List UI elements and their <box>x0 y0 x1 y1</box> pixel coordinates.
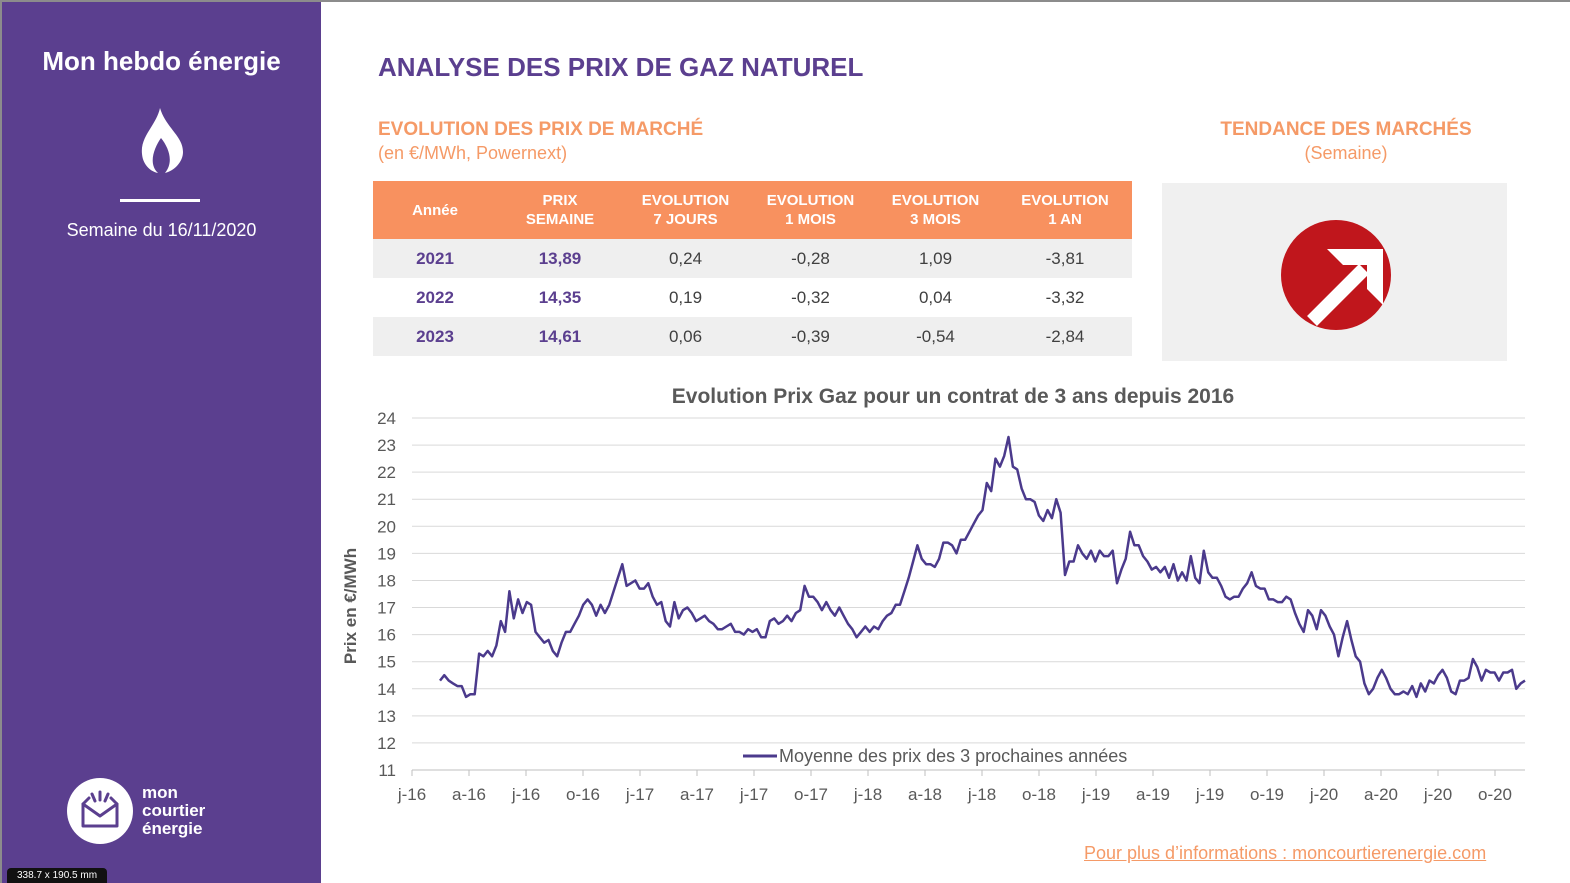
week-label: Semaine du 16/11/2020 <box>66 220 257 240</box>
table-row: 2021 13,89 0,24 -0,28 1,09 -3,81 <box>373 239 1132 278</box>
more-info-link[interactable]: Pour plus d’informations : moncourtieren… <box>1084 843 1487 863</box>
cell-1month: -0,28 <box>748 239 873 278</box>
col-header-3months: EVOLUTION 3 MOIS <box>873 181 998 239</box>
trend-subtitle: (Semaine) <box>1304 143 1388 163</box>
legend-label: Moyenne des prix des 3 prochaines années <box>779 746 1127 766</box>
table-row: 2023 14,61 0,06 -0,39 -0,54 -2,84 <box>373 317 1132 356</box>
brand-logo-icon <box>67 778 133 844</box>
col-header-year: Année <box>373 181 497 239</box>
up-right-arrow-icon <box>1281 220 1391 330</box>
x-tick-label: j-16 <box>397 785 426 804</box>
x-tick-label: j-17 <box>625 785 654 804</box>
cell-1month: -0,39 <box>748 317 873 356</box>
y-tick-label: 13 <box>377 707 396 726</box>
y-tick-label: 21 <box>377 490 396 509</box>
col-header-7days: EVOLUTION 7 JOURS <box>623 181 748 239</box>
evolution-title: EVOLUTION DES PRIX DE MARCHÉ <box>378 119 704 140</box>
y-tick-label: 17 <box>377 599 396 618</box>
x-tick-label: a-17 <box>680 785 714 804</box>
cell-7days: 0,24 <box>623 239 748 278</box>
x-tick-label: j-18 <box>967 785 996 804</box>
logo-line: énergie <box>142 819 203 838</box>
cell-year: 2021 <box>373 239 497 278</box>
cell-1year: -3,81 <box>998 239 1132 278</box>
y-tick-label: 18 <box>377 571 396 590</box>
y-tick-label: 24 <box>377 409 396 428</box>
x-tick-label: j-19 <box>1195 785 1224 804</box>
cell-price: 14,61 <box>497 317 623 356</box>
sidebar: Mon hebdo énergie Semaine du 16/11/2020 … <box>2 2 321 883</box>
x-tick-label: a-18 <box>908 785 942 804</box>
x-tick-label: a-19 <box>1136 785 1170 804</box>
cell-year: 2022 <box>416 287 454 307</box>
chart-title: Evolution Prix Gaz pour un contrat de 3 … <box>672 385 1234 408</box>
y-tick-label: 12 <box>377 734 396 753</box>
x-tick-label: j-20 <box>1423 785 1452 804</box>
y-tick-label: 16 <box>377 626 396 645</box>
price-table: Année PRIX SEMAINE EVOLUTION 7 JOURS EVOLU… <box>373 181 1132 356</box>
cell-price: 14,35 <box>538 287 582 307</box>
x-tick-label: j-19 <box>1081 785 1110 804</box>
cell-1month: -0,32 <box>791 287 830 307</box>
col-header-1month: EVOLUTION 1 MOIS <box>748 181 873 239</box>
cell-1year: -3,32 <box>1045 287 1085 307</box>
x-tick-label: a-16 <box>452 785 486 804</box>
logo-line: courtier <box>142 801 206 820</box>
x-tick-label: o-17 <box>794 785 828 804</box>
flame-icon <box>141 108 183 173</box>
y-tick-label: 23 <box>377 436 396 455</box>
dimension-badge: 338.7 x 190.5 mm <box>7 868 108 883</box>
series-line-moyenne <box>439 435 1526 699</box>
cell-7days: 0,19 <box>668 287 703 307</box>
y-tick-label: 22 <box>377 463 396 482</box>
col-header-1year: EVOLUTION 1 AN <box>998 181 1132 239</box>
y-tick-label: 15 <box>377 653 396 672</box>
x-tick-label: a-20 <box>1364 785 1398 804</box>
trend-title: TENDANCE DES MARCHÉS <box>1220 119 1472 140</box>
sidebar-divider <box>120 199 200 202</box>
cell-3months: 0,04 <box>918 287 953 307</box>
col-header-price: PRIX SEMAINE <box>497 181 623 239</box>
x-tick-label: o-16 <box>566 785 600 804</box>
y-tick-label: 11 <box>378 761 396 780</box>
price-line-chart: Evolution Prix Gaz pour un contrat de 3 … <box>341 385 1526 804</box>
cell-7days: 0,06 <box>623 317 748 356</box>
cell-price: 13,89 <box>497 239 623 278</box>
brand-logo-text: mon courtier énergie <box>142 784 205 838</box>
evolution-subtitle: (en €/MWh, Powernext) <box>378 143 568 163</box>
x-tick-label: j-20 <box>1309 785 1338 804</box>
x-tick-label: o-19 <box>1250 785 1284 804</box>
x-tick-label: j-16 <box>511 785 540 804</box>
y-tick-label: 20 <box>377 517 396 536</box>
cell-3months: 1,09 <box>873 239 998 278</box>
page-title: ANALYSE DES PRIX DE GAZ NATUREL <box>378 52 864 82</box>
table-row: 2022 14,35 0,19 -0,32 0,04 -3,32 <box>373 278 1132 317</box>
y-axis-label: Prix en €/MWh <box>341 548 360 664</box>
x-tick-label: j-17 <box>739 785 768 804</box>
trend-panel <box>1162 183 1507 361</box>
cell-year: 2023 <box>373 317 497 356</box>
y-tick-label: 14 <box>377 680 396 699</box>
x-tick-label: o-20 <box>1478 785 1512 804</box>
table-header-row: Année PRIX SEMAINE EVOLUTION 7 JOURS EVOLU… <box>373 181 1132 239</box>
x-tick-label: o-18 <box>1022 785 1056 804</box>
sidebar-title: Mon hebdo énergie <box>42 46 281 76</box>
x-tick-label: j-18 <box>853 785 882 804</box>
y-tick-label: 19 <box>377 544 396 563</box>
cell-3months: -0,54 <box>873 317 998 356</box>
cell-1year: -2,84 <box>998 317 1132 356</box>
logo-line: mon <box>142 783 178 802</box>
